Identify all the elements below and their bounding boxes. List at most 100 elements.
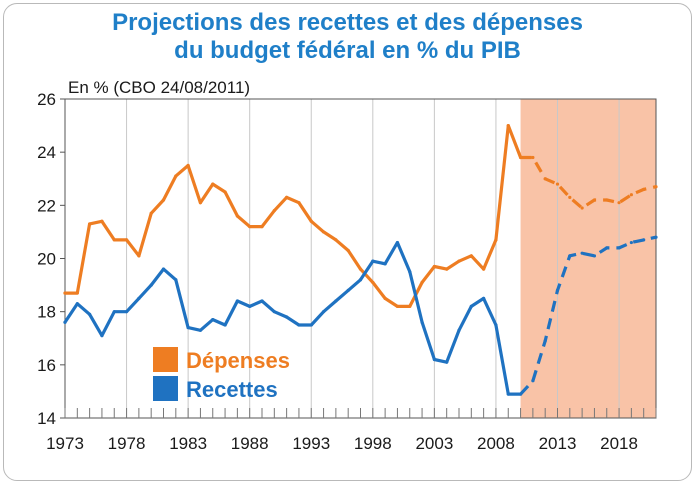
data-point-depenses-1978 [124,238,129,242]
data-point-recettes-1977 [112,310,116,314]
data-point-recettes-2009 [506,392,510,396]
series-line-recettes-historical [63,240,523,396]
data-point-depenses-1987 [235,214,239,218]
x-tick-label-2013: 2013 [539,434,577,453]
x-tick-label-1978: 1978 [108,434,146,453]
data-point-recettes-1981 [161,267,166,271]
data-point-recettes-2008 [494,323,498,327]
data-point-depenses-1988 [248,225,252,229]
data-point-depenses-1981 [161,198,166,202]
data-point-recettes-2002 [420,320,424,324]
data-point-depenses-2017 [605,198,609,202]
data-point-recettes-1995 [334,299,338,303]
data-point-depenses-2012 [543,177,547,181]
data-point-depenses-2010 [518,155,523,160]
data-point-depenses-1983 [186,163,190,168]
data-point-recettes-1993 [309,323,313,327]
data-point-recettes-1973 [63,320,67,324]
data-point-recettes-1982 [174,278,178,282]
data-point-recettes-2019 [629,240,633,245]
data-point-recettes-1974 [75,302,79,306]
data-point-recettes-2007 [482,296,486,300]
data-point-recettes-2001 [408,270,412,274]
data-point-depenses-2016 [592,198,597,202]
data-point-depenses-1982 [174,174,178,178]
legend-swatch-depenses [153,347,178,372]
data-point-recettes-1979 [137,296,141,300]
legend: Dépenses Recettes [153,347,290,402]
data-point-depenses-1976 [100,219,104,223]
data-point-depenses-1979 [137,254,141,258]
y-tick-label-20: 20 [37,250,56,269]
y-tick-label-14: 14 [37,409,56,428]
data-point-depenses-1985 [211,182,215,186]
data-point-depenses-2002 [420,280,424,285]
data-point-recettes-1988 [248,304,252,308]
data-point-recettes-1976 [100,333,104,338]
data-point-depenses-1997 [358,267,363,271]
x-tick-label-1988: 1988 [231,434,269,453]
data-point-depenses-1996 [346,248,350,253]
y-tick-label-16: 16 [37,356,56,375]
data-point-recettes-1983 [186,326,190,330]
data-point-depenses-2019 [629,193,633,197]
data-point-depenses-1999 [383,296,387,300]
data-point-recettes-1980 [149,283,153,287]
data-point-recettes-2018 [617,246,621,250]
y-tick-label-26: 26 [37,90,56,109]
legend-label-recettes: Recettes [186,377,278,402]
data-point-depenses-1993 [309,219,313,223]
data-point-depenses-1980 [149,211,153,215]
data-point-depenses-1994 [321,230,326,234]
data-point-depenses-2018 [617,201,621,205]
data-point-recettes-1985 [211,318,215,322]
legend-label-depenses: Dépenses [186,348,290,373]
data-point-depenses-2007 [482,267,486,271]
data-point-recettes-2004 [445,360,449,364]
chart-title-line-2: du budget fédéral en % du PIB [174,37,521,64]
data-point-recettes-1987 [235,299,239,303]
data-point-recettes-1992 [297,323,301,327]
data-point-recettes-1994 [321,310,326,314]
x-tick-label-1993: 1993 [292,434,330,453]
data-point-recettes-2017 [605,246,609,250]
data-point-recettes-1986 [223,323,227,327]
x-tick-label-1998: 1998 [354,434,392,453]
x-tick-label-2003: 2003 [415,434,453,453]
x-tick-label-1983: 1983 [169,434,207,453]
data-point-depenses-2001 [408,304,412,308]
y-axis-title: En % (CBO 24/08/2011) [68,78,250,97]
data-point-recettes-1978 [124,310,129,314]
data-point-depenses-1992 [297,201,301,205]
data-point-recettes-2003 [432,357,436,362]
data-point-recettes-2020 [642,238,646,242]
data-point-depenses-2021 [654,185,658,189]
data-point-depenses-1974 [75,291,79,295]
x-tick-label-1973: 1973 [46,434,84,453]
series-line-depenses-projection [520,155,657,210]
y-tick-label-18: 18 [37,303,56,322]
x-tick-label-2018: 2018 [600,434,638,453]
data-point-depenses-2014 [568,195,572,199]
data-point-depenses-2013 [555,182,560,186]
legend-swatch-recettes [153,376,178,401]
series-line-recettes-projection [519,235,657,396]
data-point-recettes-1984 [198,328,203,332]
data-point-recettes-1991 [285,315,289,319]
data-point-depenses-1991 [285,195,289,199]
x-tick-label-2008: 2008 [477,434,515,453]
data-point-depenses-2005 [457,259,461,263]
projection-region [520,99,656,418]
data-point-recettes-2005 [457,328,461,332]
chart-title-line-1: Projections des recettes et des dépenses [112,9,583,36]
data-point-recettes-2012 [543,339,547,343]
data-point-depenses-2000 [395,304,400,308]
data-point-depenses-1984 [198,201,203,205]
data-point-recettes-1989 [260,299,264,303]
data-point-depenses-2009 [506,123,510,128]
data-point-recettes-1990 [272,310,276,314]
data-point-depenses-1995 [334,238,338,242]
data-point-depenses-1975 [88,222,92,226]
data-point-depenses-1973 [63,291,67,295]
